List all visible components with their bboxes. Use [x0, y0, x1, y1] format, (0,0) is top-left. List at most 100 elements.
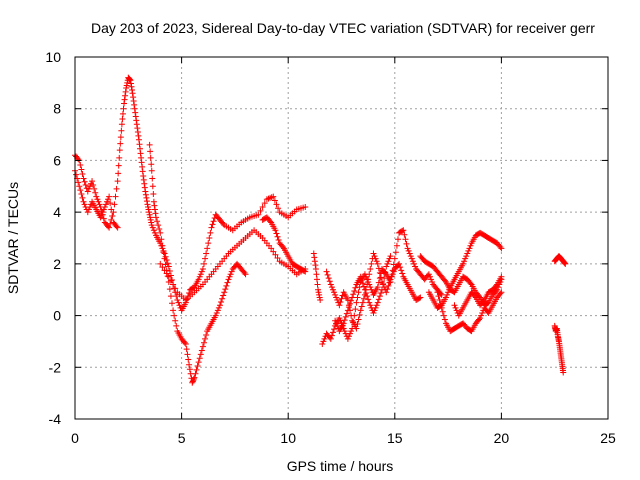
data-point	[358, 277, 365, 284]
data-point	[311, 254, 318, 261]
data-point	[399, 227, 406, 234]
data-point	[81, 178, 88, 185]
axis-ticks: 0 5 10 15 20 25 -4 -2 0 2 4 6 8 10	[45, 49, 616, 446]
data-point	[401, 231, 408, 238]
data-point	[355, 316, 362, 323]
data-point	[94, 196, 101, 203]
data-point	[138, 154, 145, 161]
data-point	[196, 355, 203, 362]
data-point	[167, 293, 174, 300]
data-point	[435, 293, 442, 300]
data-point	[440, 312, 447, 319]
data-point	[348, 297, 355, 304]
data-point	[154, 218, 161, 225]
data-point	[498, 245, 505, 252]
data-point	[192, 370, 199, 377]
data-point	[390, 268, 397, 275]
data-point	[150, 191, 157, 198]
data-point	[114, 224, 121, 231]
data-point	[272, 227, 279, 234]
series-track-o	[551, 322, 567, 376]
data-point	[267, 218, 274, 225]
data-point	[198, 347, 205, 354]
data-point	[476, 316, 483, 323]
data-point	[396, 260, 403, 267]
x-axis-label: GPS time / hours	[287, 458, 394, 474]
data-point	[417, 294, 424, 301]
data-point	[348, 312, 355, 319]
data-point	[206, 235, 213, 241]
data-point	[218, 298, 225, 305]
data-point	[119, 116, 126, 123]
data-point	[95, 198, 102, 205]
y-tick-label: 0	[53, 308, 61, 324]
data-point	[202, 335, 209, 342]
data-point	[171, 312, 178, 319]
data-point	[371, 253, 378, 260]
data-point	[333, 320, 340, 327]
data-point	[375, 296, 382, 303]
y-tick-label: -2	[49, 359, 62, 375]
data-point	[146, 209, 153, 216]
data-point	[373, 302, 380, 309]
data-point	[135, 132, 142, 139]
data-point	[147, 216, 154, 223]
data-point	[190, 377, 197, 384]
data-point	[196, 273, 203, 280]
data-point	[115, 162, 122, 169]
data-point	[103, 198, 110, 205]
data-point	[562, 260, 569, 267]
data-point	[215, 304, 222, 311]
data-point	[380, 280, 387, 287]
data-point	[261, 200, 268, 207]
data-point	[438, 291, 445, 298]
data-point	[319, 341, 326, 348]
data-point	[77, 187, 84, 194]
data-point	[348, 328, 355, 335]
data-point	[436, 297, 443, 304]
data-point	[169, 277, 176, 284]
data-point	[353, 325, 360, 332]
data-point	[76, 183, 83, 190]
data-point	[441, 277, 448, 284]
data-point	[337, 317, 344, 324]
data-point	[332, 291, 339, 298]
data-point	[128, 83, 135, 90]
data-point	[86, 203, 93, 210]
data-point	[153, 214, 160, 221]
data-point	[242, 271, 249, 278]
data-point	[357, 307, 364, 314]
data-point	[186, 361, 193, 368]
data-point	[465, 247, 472, 254]
data-point	[77, 161, 84, 168]
data-point	[75, 179, 82, 186]
data-point	[271, 197, 278, 204]
data-point	[120, 105, 127, 112]
data-point	[327, 281, 334, 288]
data-point	[78, 166, 85, 173]
data-point	[359, 299, 366, 306]
data-point	[361, 286, 368, 293]
data-point	[131, 105, 138, 112]
plot-frame	[74, 56, 609, 420]
data-point	[183, 296, 190, 303]
series-track-f	[310, 250, 324, 304]
data-point	[337, 298, 344, 305]
data-point	[131, 101, 138, 108]
series-track-b	[72, 167, 121, 231]
data-point	[156, 225, 163, 232]
data-point	[109, 213, 116, 220]
data-point	[133, 121, 140, 128]
data-point	[345, 304, 352, 311]
data-point	[316, 294, 323, 301]
data-point	[157, 229, 164, 236]
data-point	[117, 134, 124, 141]
data-point	[342, 313, 349, 320]
data-point	[212, 312, 219, 319]
data-point	[463, 253, 470, 260]
data-point	[157, 260, 164, 267]
data-point	[162, 261, 169, 268]
data-point	[149, 224, 156, 231]
data-point	[98, 211, 105, 218]
data-point	[118, 127, 125, 134]
